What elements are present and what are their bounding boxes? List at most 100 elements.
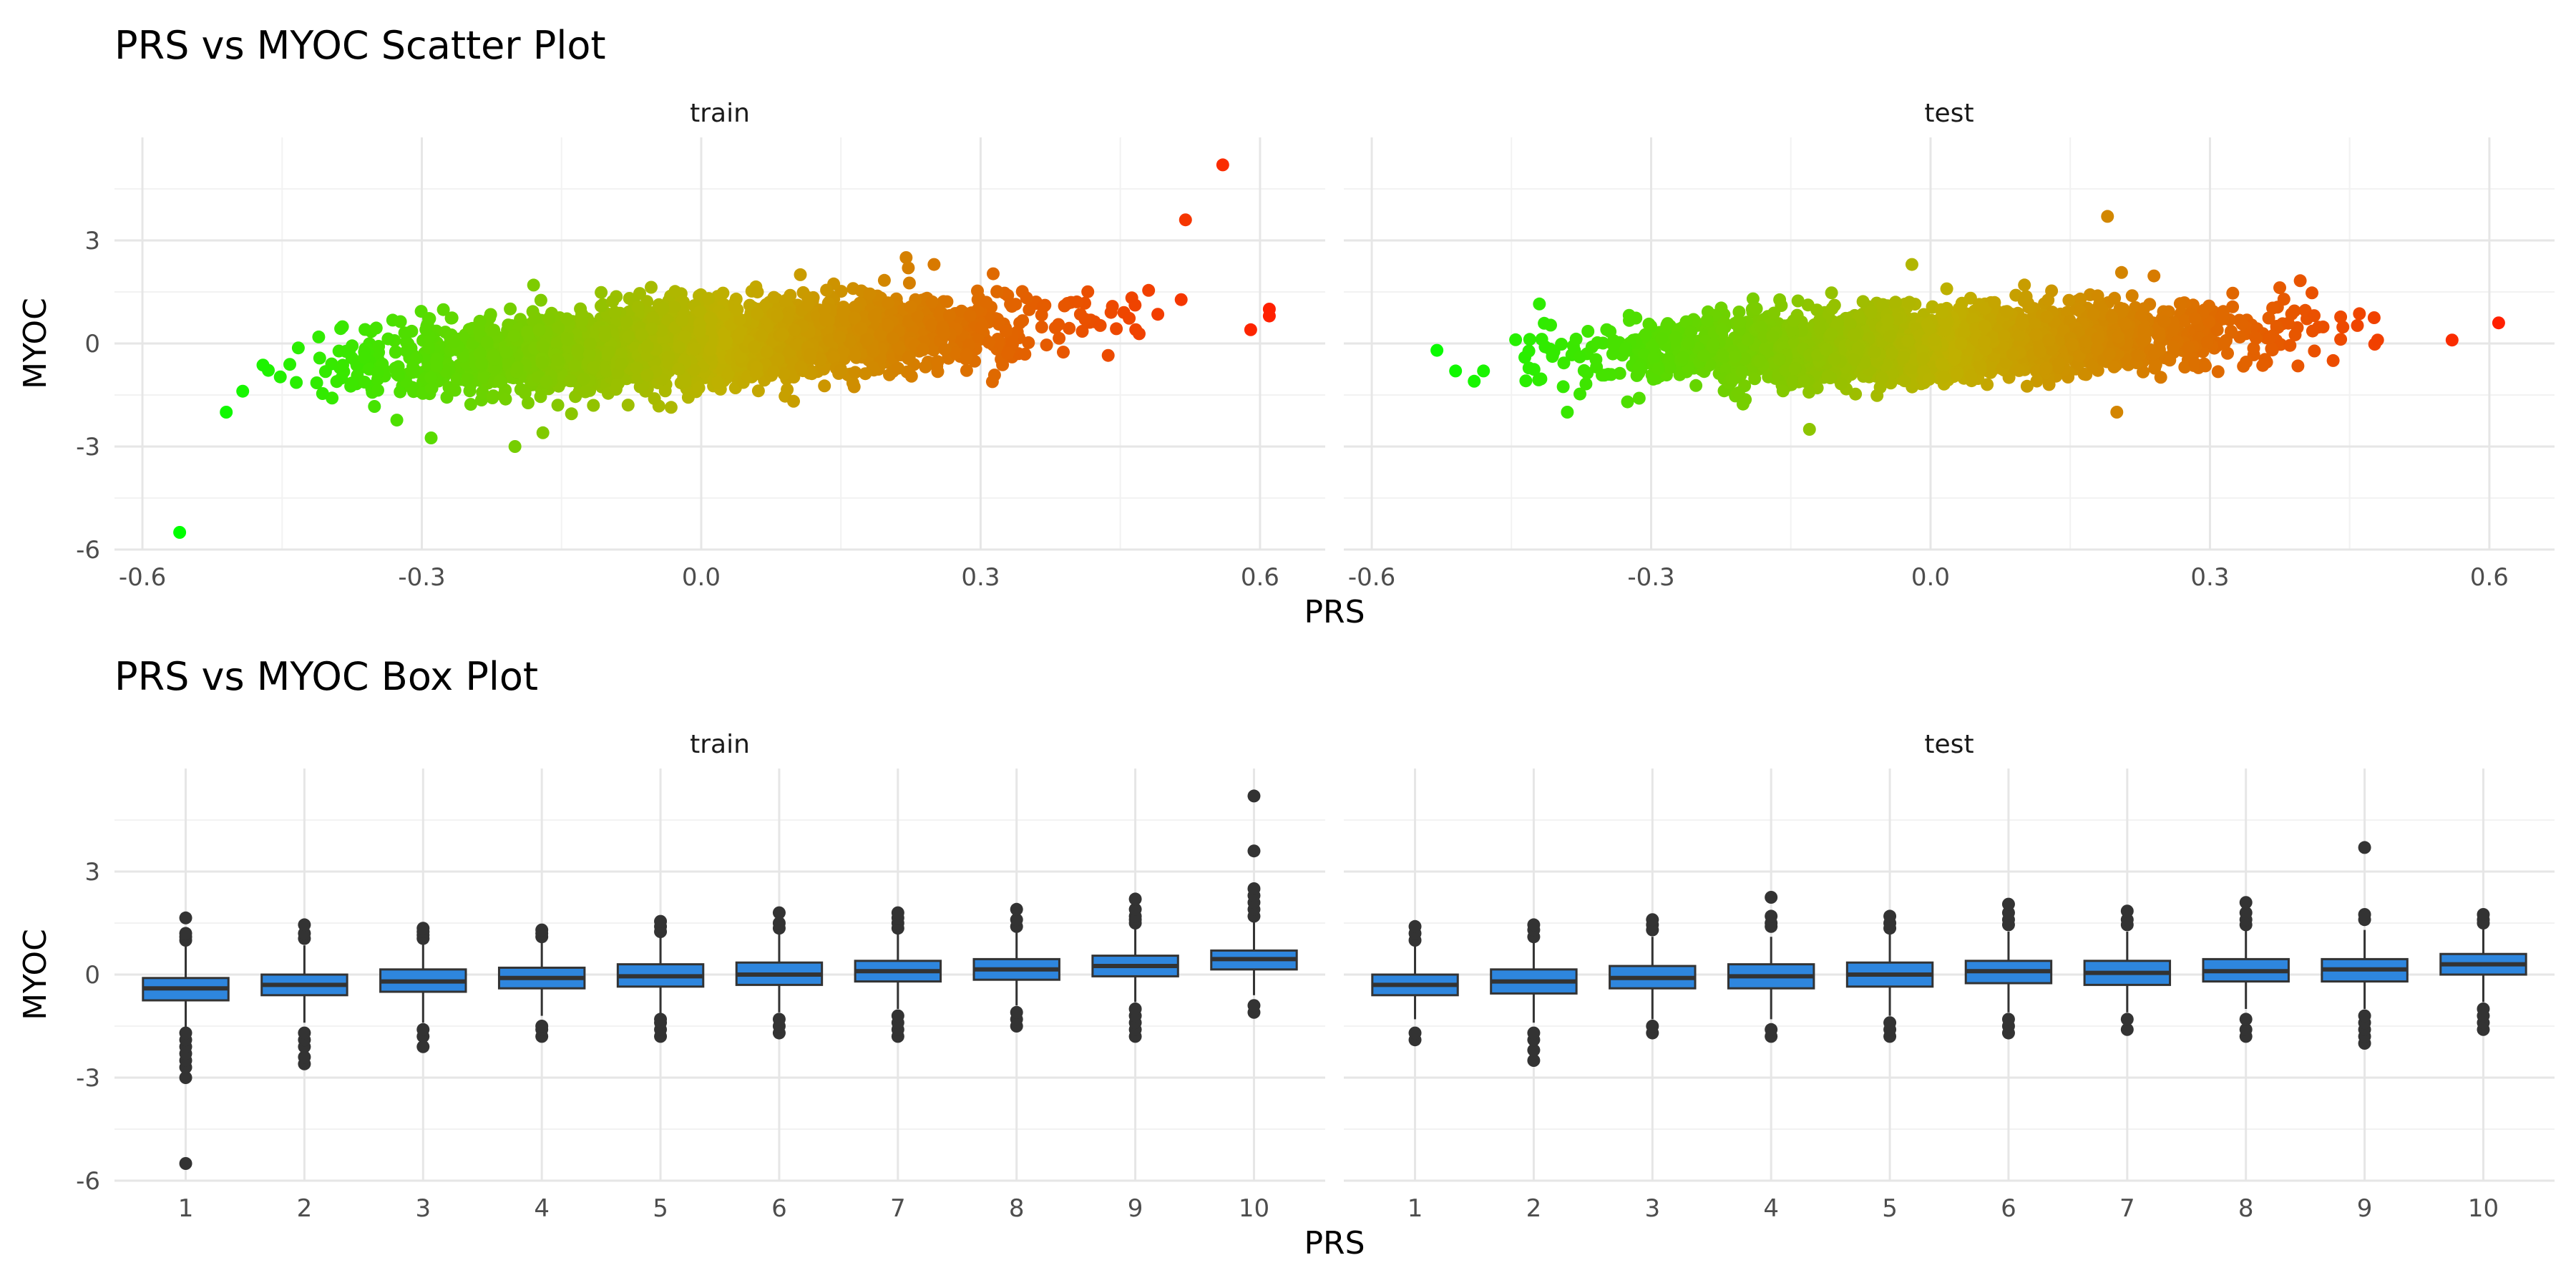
scatter-point bbox=[606, 295, 620, 308]
scatter-point bbox=[534, 390, 547, 404]
scatter-point bbox=[220, 406, 233, 419]
scatter-point bbox=[445, 311, 459, 325]
scatter-point bbox=[511, 361, 525, 374]
scatter-title: PRS vs MYOC Scatter Plot bbox=[114, 23, 606, 68]
scatter-point bbox=[631, 301, 645, 314]
scatter-point bbox=[834, 364, 848, 377]
scatter-point bbox=[394, 385, 407, 399]
scatter-point bbox=[904, 369, 918, 383]
scatter-point bbox=[487, 348, 500, 362]
scatter-point bbox=[290, 376, 303, 389]
scatter-point bbox=[990, 285, 1004, 298]
scatter-point bbox=[720, 335, 733, 348]
scatter-point bbox=[358, 323, 372, 336]
scatter-point bbox=[936, 321, 950, 334]
scatter-point bbox=[608, 306, 622, 319]
scatter-point bbox=[424, 431, 438, 444]
scatter-point bbox=[635, 328, 648, 341]
scatter-point bbox=[751, 384, 765, 398]
scatter-point bbox=[925, 295, 939, 308]
scatter-point bbox=[1940, 282, 1953, 296]
scatter-point bbox=[854, 321, 868, 335]
scatter-point bbox=[867, 310, 881, 323]
scatter-point bbox=[595, 299, 608, 313]
scatter-point bbox=[358, 376, 371, 389]
scatter-x-tick-label: 0.3 bbox=[961, 563, 1000, 592]
scatter-point bbox=[678, 330, 692, 343]
scatter-point bbox=[1903, 296, 1916, 309]
scatter-point bbox=[1104, 306, 1118, 319]
scatter-point bbox=[1151, 308, 1165, 321]
scatter-point bbox=[1081, 285, 1095, 298]
scatter-point bbox=[2353, 307, 2366, 321]
scatter-x-tick-label: 0.0 bbox=[682, 563, 721, 592]
scatter-point bbox=[500, 346, 513, 359]
scatter-point bbox=[668, 285, 682, 298]
scatter-point bbox=[571, 343, 585, 357]
scatter-point bbox=[672, 362, 686, 376]
scatter-point bbox=[527, 278, 540, 292]
scatter-point bbox=[313, 351, 326, 365]
scatter-point bbox=[371, 366, 384, 379]
scatter-point bbox=[291, 341, 305, 355]
scatter-point bbox=[406, 360, 419, 374]
scatter-point bbox=[919, 360, 932, 374]
scatter-point bbox=[860, 333, 874, 346]
scatter-point bbox=[560, 312, 574, 326]
scatter-point bbox=[847, 380, 861, 394]
scatter-point bbox=[960, 348, 973, 361]
scatter-point bbox=[522, 396, 535, 409]
scatter-point bbox=[818, 379, 831, 393]
scatter-point bbox=[1075, 325, 1089, 338]
scatter-point bbox=[595, 286, 608, 299]
scatter-point bbox=[2334, 333, 2348, 346]
scatter-point bbox=[346, 339, 359, 353]
scatter-point bbox=[1058, 299, 1071, 313]
scatter-point bbox=[579, 385, 592, 399]
scatter-point bbox=[1519, 374, 1533, 388]
scatter-point bbox=[1607, 334, 1621, 348]
scatter-point bbox=[1036, 300, 1050, 313]
scatter-point bbox=[987, 267, 1000, 280]
scatter-point bbox=[273, 370, 287, 384]
scatter-point bbox=[598, 329, 612, 343]
scatter-point bbox=[892, 361, 905, 375]
scatter-point bbox=[658, 384, 672, 398]
scatter-point bbox=[398, 326, 411, 340]
scatter-x-tick-label: 0.6 bbox=[2470, 563, 2509, 592]
scatter-point bbox=[675, 314, 689, 327]
scatter-point bbox=[927, 258, 941, 271]
scatter-point bbox=[656, 301, 670, 315]
scatter-point bbox=[902, 276, 916, 290]
scatter-point bbox=[424, 371, 438, 384]
scatter-point bbox=[1001, 346, 1015, 360]
scatter-point bbox=[461, 372, 474, 386]
scatter-point bbox=[423, 312, 436, 326]
scatter-point bbox=[1262, 309, 1276, 323]
scatter-point bbox=[1509, 333, 1523, 346]
scatter-point bbox=[640, 369, 654, 382]
scatter-point bbox=[368, 400, 381, 413]
scatter-point bbox=[938, 343, 952, 356]
scatter-point bbox=[540, 375, 553, 389]
scatter-point bbox=[1244, 323, 1257, 336]
scatter-point bbox=[621, 399, 635, 412]
scatter-point bbox=[1018, 348, 1032, 361]
scatter-point bbox=[882, 296, 895, 310]
scatter-panel-train: -0.6 -0.3 0.0 0.3 0.6-6-303 bbox=[76, 137, 1325, 592]
scatter-y-axis-title: MYOC bbox=[17, 298, 54, 389]
scatter-point bbox=[801, 298, 814, 312]
scatter-point bbox=[310, 376, 323, 389]
scatter-point bbox=[648, 392, 661, 406]
scatter-point bbox=[731, 303, 744, 316]
scatter-y-tick-label: -3 bbox=[76, 433, 100, 462]
scatter-point bbox=[1556, 380, 1570, 394]
scatter-point bbox=[717, 308, 731, 321]
scatter-x-tick-label: -0.6 bbox=[1348, 563, 1395, 592]
scatter-point bbox=[1569, 332, 1583, 346]
scatter-point bbox=[688, 342, 702, 356]
scatter-point bbox=[1174, 293, 1188, 306]
scatter-point bbox=[394, 315, 407, 328]
scatter-point bbox=[751, 307, 764, 321]
scatter-point bbox=[748, 340, 761, 353]
